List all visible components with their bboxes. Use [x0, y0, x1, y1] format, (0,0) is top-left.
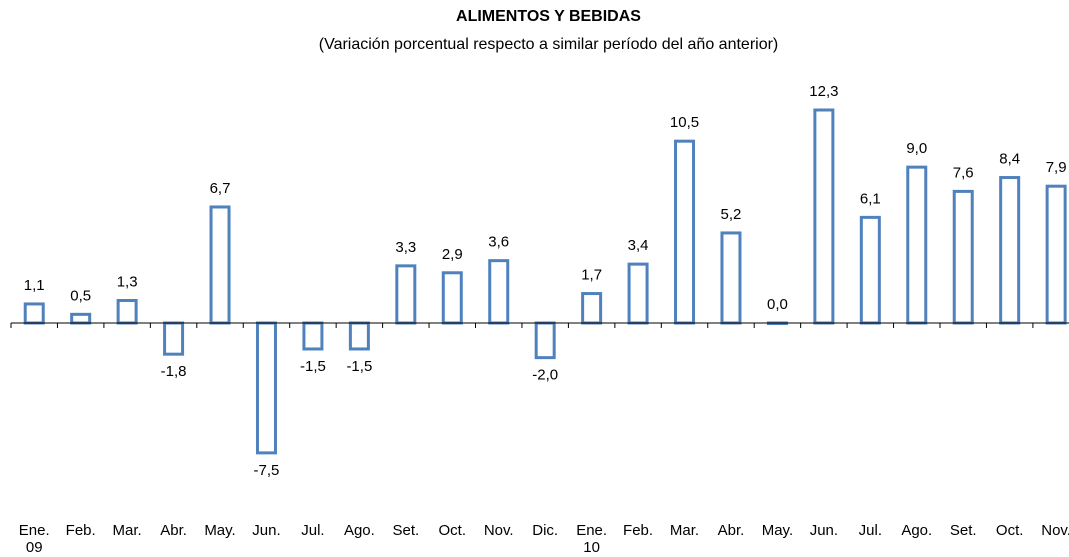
data-label: 3,4 [628, 237, 649, 254]
bar [581, 292, 603, 325]
bar [534, 321, 556, 360]
x-tick-label: Ene. 09 [18, 522, 50, 556]
bar [627, 262, 649, 325]
data-label: 3,6 [488, 234, 509, 251]
data-label: -7,5 [254, 462, 280, 479]
data-label: 1,7 [581, 267, 602, 284]
x-tick-label: Oct. [995, 522, 1024, 539]
x-tick-label: Feb. [65, 522, 96, 539]
data-label: -2,0 [532, 367, 558, 384]
x-tick-label: Jun. [809, 522, 839, 539]
bar [348, 321, 370, 351]
data-label: 10,5 [670, 114, 699, 131]
x-tick-label: Ene. 10 [576, 522, 608, 556]
bar [302, 321, 324, 351]
data-label: 5,2 [721, 206, 742, 223]
data-label: -1,5 [300, 358, 326, 375]
data-label: 3,3 [395, 239, 416, 256]
bar [488, 259, 510, 325]
x-tick-label: Set. [949, 522, 977, 539]
data-label: 9,0 [906, 140, 927, 157]
x-tick-label: Abr. [160, 522, 187, 539]
x-tick-label: Mar. [669, 522, 700, 539]
x-tick-label: Feb. [623, 522, 654, 539]
bar [674, 139, 696, 325]
bar [906, 165, 928, 325]
bar [163, 321, 185, 356]
data-label: 1,1 [24, 277, 45, 294]
bar [116, 298, 138, 325]
data-label: 12,3 [809, 83, 838, 100]
data-label: 0,5 [70, 287, 91, 304]
data-label: -1,8 [161, 363, 187, 380]
bar [70, 312, 92, 325]
data-label: -1,5 [346, 358, 372, 375]
x-tick-label: Dic. [532, 522, 559, 539]
bar [441, 271, 463, 325]
x-tick-label: May. [761, 522, 794, 539]
x-tick-label: May. [204, 522, 236, 539]
x-tick-label: Abr. [717, 522, 745, 539]
x-tick-label: Ago. [901, 522, 933, 539]
data-label: 6,7 [210, 180, 231, 197]
chart-title: ALIMENTOS Y BEBIDAS [456, 8, 641, 25]
bar [209, 205, 231, 325]
x-tick-label: Jun. [252, 522, 281, 539]
x-tick-label: Jul. [858, 522, 882, 539]
x-tick-label: Nov. [483, 522, 514, 539]
bar [813, 108, 835, 325]
chart-subtitle: (Variación porcentual respecto a similar… [318, 36, 779, 53]
bar [859, 215, 881, 325]
data-label: 8,4 [999, 151, 1020, 168]
data-label: 6,1 [860, 190, 881, 207]
bar [952, 189, 974, 325]
data-label: 2,9 [442, 246, 463, 263]
bar [720, 231, 742, 325]
data-label: 7,9 [1046, 159, 1067, 176]
x-tick-label: Oct. [438, 522, 467, 539]
x-tick-label: Set. [392, 522, 420, 539]
bar [255, 321, 277, 455]
x-tick-label: Ago. [343, 522, 375, 539]
bar [999, 176, 1021, 325]
bar [395, 264, 417, 325]
bar [23, 302, 45, 325]
bar [1045, 184, 1067, 325]
data-label: 0,0 [767, 296, 788, 313]
x-tick-label: Nov. [1041, 522, 1069, 539]
x-tick-label: Jul. [301, 522, 325, 539]
x-tick-label: Mar. [112, 522, 142, 539]
data-label: 7,6 [953, 164, 974, 181]
data-label: 1,3 [117, 273, 138, 290]
